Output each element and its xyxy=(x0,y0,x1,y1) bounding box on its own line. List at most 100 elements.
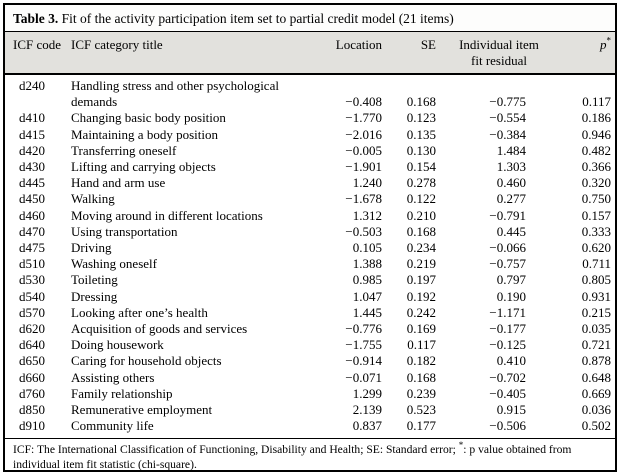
cell-icf-code: d460 xyxy=(19,207,45,223)
cell-se: 0.197 xyxy=(406,272,436,288)
cell-location: 1.299 xyxy=(352,385,382,401)
cell-p-value: 0.878 xyxy=(581,353,611,369)
cell-icf-code: d910 xyxy=(19,418,45,434)
cell-se: 0.234 xyxy=(406,240,436,256)
cell-p-value: 0.215 xyxy=(581,304,611,320)
cell-category-title: Acquisition of goods and services xyxy=(71,321,248,337)
cell-location: −0.503 xyxy=(345,223,382,239)
column-header-icf-code: ICF code xyxy=(5,32,71,75)
table-row: d570 Looking after one’s health 1.445 0.242… xyxy=(5,304,615,321)
cell-fit-residual: −0.405 xyxy=(489,385,526,401)
cell-icf-code: d450 xyxy=(19,191,45,207)
cell-icf-code: d240 xyxy=(19,78,45,93)
column-header-fit-residual: Individual item fit residual xyxy=(447,32,553,75)
cell-location: −1.755 xyxy=(345,337,382,353)
cell-category-title: Transferring oneself xyxy=(71,142,177,158)
cell-p-value: 0.333 xyxy=(581,223,611,239)
column-header-se: SE xyxy=(389,32,447,75)
cell-fit-residual: 0.460 xyxy=(496,175,526,191)
cell-fit-residual: 1.484 xyxy=(496,142,526,158)
cell-icf-code: d650 xyxy=(19,353,45,369)
table-row: d470 Using transportation −0.503 0.168 0.445… xyxy=(5,223,615,240)
cell-p-value: 0.931 xyxy=(581,288,611,304)
cell-location: −0.776 xyxy=(345,321,382,337)
cell-category-title: Washing oneself xyxy=(71,256,157,272)
cell-fit-residual: 1.303 xyxy=(496,159,526,175)
cell-fit-residual: −0.702 xyxy=(489,369,526,385)
table-row: d460 Moving around in different locations… xyxy=(5,207,615,224)
cell-fit-residual: −0.775 xyxy=(489,94,526,110)
footnote-asterisk: * xyxy=(458,440,464,451)
cell-location: 0.105 xyxy=(352,240,382,256)
table-row: d430 Lifting and carrying objects −1.901 0.… xyxy=(5,159,615,175)
table-row: d475 Driving 0.105 0.234 −0.066 0.620 xyxy=(5,240,615,256)
cell-se: 0.523 xyxy=(406,402,436,418)
table-footnote: ICF: The International Classification of… xyxy=(5,438,615,472)
column-header-location: Location xyxy=(325,32,389,75)
cell-category-title: Handling stress and other psychological … xyxy=(71,78,279,110)
table-number-label: Table 3. xyxy=(13,11,59,26)
table-row: d530 Toileting 0.985 0.197 0.797 0.805 xyxy=(5,272,615,288)
table-row: d910 Community life 0.837 0.177 −0.506 0.502 xyxy=(5,418,615,438)
cell-fit-residual: −0.791 xyxy=(489,207,526,223)
cell-fit-residual: −0.757 xyxy=(489,256,526,272)
cell-fit-residual: 0.915 xyxy=(496,402,526,418)
cell-fit-residual: −0.177 xyxy=(489,321,526,337)
cell-location: 1.312 xyxy=(352,207,382,223)
cell-p-value: 0.117 xyxy=(582,94,611,110)
cell-p-value: 0.750 xyxy=(581,191,611,207)
cell-category-title: Dressing xyxy=(71,288,118,304)
cell-icf-code: d570 xyxy=(19,304,45,320)
cell-category-title: Caring for household objects xyxy=(71,353,222,369)
table-row: d240 Handling stress and other psychologi… xyxy=(5,74,615,110)
cell-category-title: Changing basic body position xyxy=(71,110,226,126)
cell-category-title: Doing housework xyxy=(71,337,164,353)
cell-category-title: Using transportation xyxy=(71,223,178,239)
table-row: d650 Caring for household objects −0.914 0.… xyxy=(5,353,615,369)
cell-icf-code: d510 xyxy=(19,256,45,272)
cell-icf-code: d430 xyxy=(19,159,45,175)
cell-category-title: Community life xyxy=(71,418,154,434)
cell-location: 1.388 xyxy=(352,256,382,272)
cell-se: 0.168 xyxy=(406,94,436,110)
table-row: d415 Maintaining a body position −2.016 0.1… xyxy=(5,126,615,143)
cell-location: 1.445 xyxy=(352,304,382,320)
cell-se: 0.117 xyxy=(407,337,436,353)
cell-p-value: 0.502 xyxy=(581,418,611,434)
column-header-p-value: p* xyxy=(553,32,615,75)
cell-fit-residual: −0.066 xyxy=(489,240,526,256)
cell-icf-code: d530 xyxy=(19,272,45,288)
table-title: Table 3. Fit of the activity participati… xyxy=(5,5,615,32)
cell-location: 1.047 xyxy=(352,288,382,304)
cell-location: −0.005 xyxy=(345,142,382,158)
cell-se: 0.169 xyxy=(406,321,436,337)
cell-se: 0.219 xyxy=(406,256,436,272)
cell-fit-residual: 0.410 xyxy=(496,353,526,369)
cell-icf-code: d540 xyxy=(19,288,45,304)
cell-category-title: Toileting xyxy=(71,272,118,288)
cell-se: 0.130 xyxy=(406,142,436,158)
table-row: d510 Washing oneself 1.388 0.219 −0.757 0.711 xyxy=(5,256,615,272)
table-title-text: Fit of the activity participation item s… xyxy=(58,11,454,26)
cell-location: −0.408 xyxy=(345,94,382,110)
cell-location: −2.016 xyxy=(345,126,382,142)
cell-category-title: Walking xyxy=(71,191,115,207)
p-symbol: p xyxy=(600,37,607,52)
cell-location: −1.901 xyxy=(345,159,382,175)
cell-fit-residual: 0.797 xyxy=(496,272,526,288)
cell-p-value: 0.946 xyxy=(581,126,611,142)
cell-location: −1.678 xyxy=(345,191,382,207)
footnote-text-2: : p value obtained from individual item … xyxy=(13,443,572,472)
cell-fit-residual: 0.277 xyxy=(496,191,526,207)
table-row: d760 Family relationship 1.299 0.239 −0.405 0… xyxy=(5,385,615,402)
cell-se: 0.135 xyxy=(406,126,436,142)
cell-fit-residual: −0.125 xyxy=(489,337,526,353)
cell-fit-residual: −0.554 xyxy=(489,110,526,126)
cell-category-title: Moving around in different locations xyxy=(71,207,263,223)
cell-fit-residual: −1.171 xyxy=(489,304,526,320)
table-row: d410 Changing basic body position −1.770 0.… xyxy=(5,110,615,126)
fit-statistics-table: ICF code ICF category title Location SE … xyxy=(5,32,615,438)
cell-p-value: 0.805 xyxy=(581,272,611,288)
cell-p-value: 0.186 xyxy=(581,110,611,126)
cell-category-title: Maintaining a body position xyxy=(71,126,218,142)
